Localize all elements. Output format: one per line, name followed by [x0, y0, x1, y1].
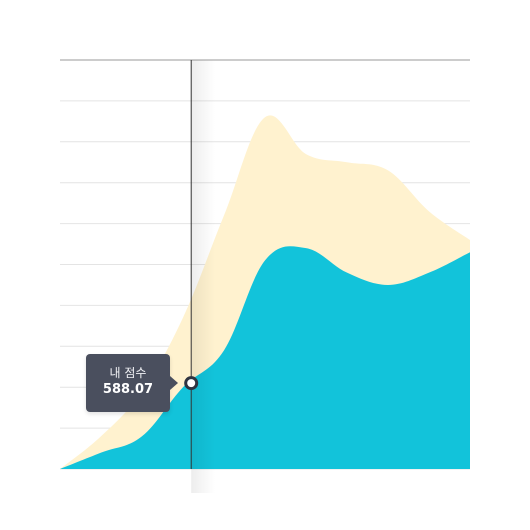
- score-tooltip: 내 점수 588.07: [86, 354, 178, 412]
- area-series-front: [60, 246, 470, 469]
- hover-cursor: [184, 60, 216, 493]
- cursor-marker: [184, 376, 199, 391]
- tooltip-value: 588.07: [102, 382, 154, 397]
- cursor-shadow: [191, 60, 216, 493]
- area-series: [60, 115, 470, 469]
- tooltip-label: 내 점수: [109, 366, 147, 380]
